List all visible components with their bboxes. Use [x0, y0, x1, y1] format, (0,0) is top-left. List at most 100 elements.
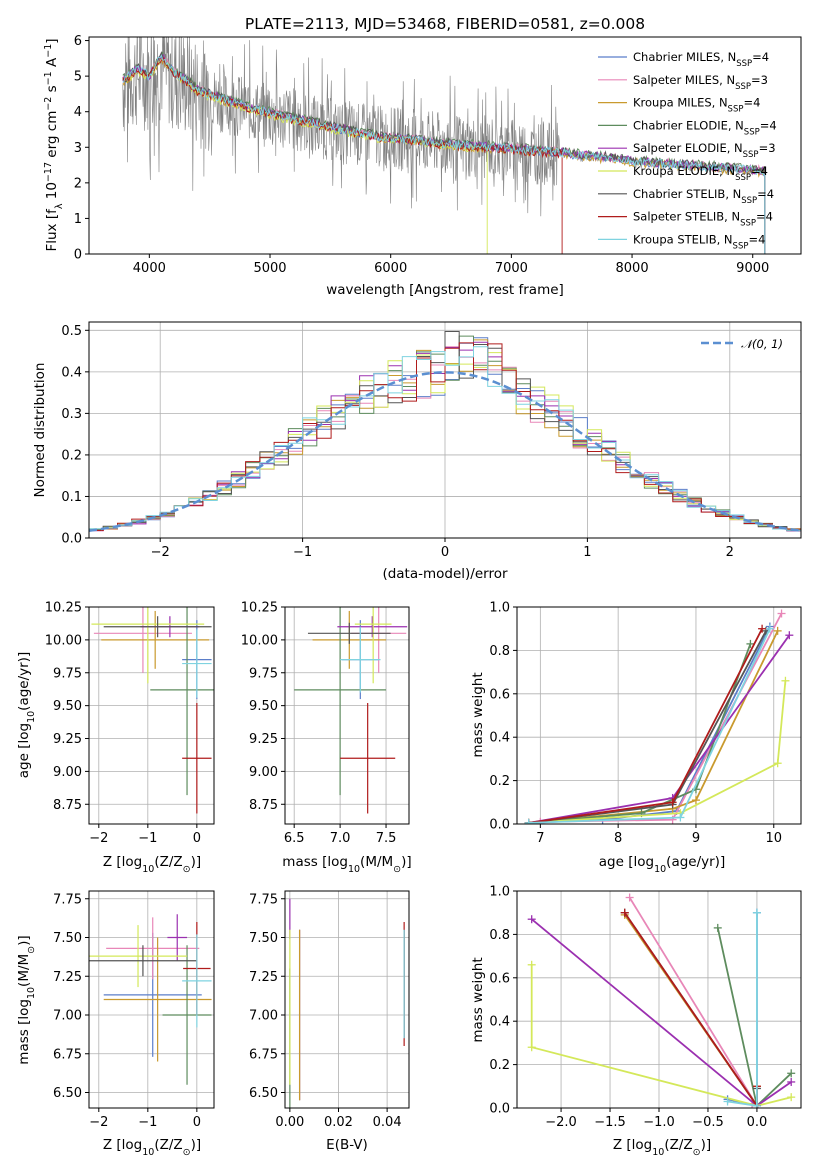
marker: [752, 908, 761, 917]
marker: [524, 818, 533, 824]
error-bar: [337, 616, 408, 638]
normal-curve: [89, 371, 801, 532]
x-tick-label: 9: [692, 831, 700, 846]
marker: [625, 893, 634, 902]
y-tick-label: 7.50: [249, 931, 278, 946]
y-tick-label: 9.50: [249, 699, 278, 714]
x-tick-label: 6.5: [284, 831, 305, 846]
error-bar: [150, 607, 214, 796]
x-tick-label: 0.02: [324, 1115, 353, 1130]
axes-frame: [516, 606, 802, 825]
legend-label: Chabrier STELIB, NSSP=4: [633, 187, 774, 206]
marker: [787, 1077, 796, 1086]
y-tick-label: 0.0: [489, 1102, 510, 1117]
marker: [723, 1097, 732, 1106]
marker: [787, 1069, 796, 1078]
panel-spectrum: 4000 5000 6000 7000 8000 9000 0 1 2 3 4 5 6: [74, 34, 802, 276]
y-tick-label: 2: [74, 176, 82, 191]
error-bar: [162, 945, 212, 1085]
plot-area: [91, 607, 214, 814]
axes-frame: [284, 606, 410, 825]
panel-mass-vs-z: −2 −1 0 6.50 6.75 7.00 7.25 7.50 7.75: [53, 890, 215, 1130]
x-tick-label: 0: [193, 831, 201, 846]
y-tick-label: 0.2: [489, 1058, 510, 1073]
error-bar: [340, 626, 381, 693]
legend-label: Salpeter ELODIE, NSSP=3: [633, 141, 776, 160]
marker: [781, 676, 790, 685]
x-tick-label: 5000: [253, 261, 286, 276]
x-tick-label: −0.5: [692, 1115, 724, 1130]
error-bar: [307, 622, 391, 644]
marker: [777, 609, 786, 618]
legend-label: 𝒩(0, 1): [741, 337, 783, 351]
x-tick-label: −1.5: [594, 1115, 626, 1130]
weight-line: [528, 634, 791, 824]
y-tick-label: 7.00: [53, 1009, 82, 1024]
x-tick-label: 8: [614, 831, 622, 846]
y-tick-label: 7.25: [249, 970, 278, 985]
weight-line: [528, 626, 771, 824]
y-tick-label: 6.50: [249, 1086, 278, 1101]
x-axis-label: mass [log10(M/M⊙)]: [282, 854, 411, 875]
error-bar: [340, 703, 396, 814]
error-bar: [106, 917, 200, 980]
error-bar: [91, 607, 205, 684]
x-tick-label: −2.0: [545, 1115, 577, 1130]
chart-title: PLATE=2113, MJD=53468, FIBERID=0581, z=0…: [245, 15, 645, 33]
error-bar: [354, 607, 392, 684]
weight-line: [727, 912, 758, 1107]
marker: [527, 915, 536, 924]
x-tick-label: −1: [293, 545, 312, 560]
plot-area: [289, 898, 405, 1108]
marker: [773, 626, 782, 635]
error-bar: [182, 934, 212, 1028]
y-tick-label: 0.1: [61, 490, 82, 505]
panel-weight-vs-z: −2.0 −1.5 −1.0 −0.5 0.0 0.0 0.2 0.4 0.6 0.8 1.0: [489, 885, 802, 1130]
weight-line: [528, 680, 787, 824]
legend: Chabrier MILES, NSSP=4 Salpeter MILES, NS…: [598, 50, 777, 251]
weight-line: [530, 964, 792, 1107]
marker: [746, 639, 755, 648]
legend-label: Salpeter STELIB, NSSP=4: [633, 210, 773, 229]
y-tick-label: 6.50: [53, 1086, 82, 1101]
error-bar: [103, 616, 212, 638]
plot-area: [524, 609, 794, 824]
y-tick-label: 3: [74, 141, 82, 156]
marker: [758, 624, 767, 633]
y-tick-label: 7.75: [249, 892, 278, 907]
y-tick-label: 9.00: [249, 765, 278, 780]
error-bar: [93, 607, 192, 673]
y-tick-label: 10.00: [241, 633, 278, 648]
x-tick-label: 9000: [736, 261, 769, 276]
y-axis-label: Flux [fλ 10−17 erg cm−2 s−1 A−1]: [43, 38, 65, 251]
error-bar: [89, 925, 188, 988]
y-tick-label: 9.50: [53, 699, 82, 714]
x-tick-label: −2: [89, 831, 108, 846]
weight-line: [531, 918, 792, 1107]
panel-residuals: −2 −1 0 1 2 0.0 0.1 0.2 0.3 0.4 0.5: [61, 321, 802, 560]
weight-line: [528, 643, 752, 824]
y-tick-label: 0.4: [61, 365, 82, 380]
legend-label: Chabrier ELODIE, NSSP=4: [633, 118, 777, 137]
panel-age-vs-mass: 6.5 7.0 7.5 8.75 9.00 9.25 9.50 9.75 10.00 10.25: [241, 601, 410, 846]
y-tick-label: 9.75: [53, 666, 82, 681]
x-tick-label: 0: [193, 1115, 201, 1130]
panel-weight-vs-age: 7 8 9 10 0.0 0.2 0.4 0.6 0.8 1.0: [489, 601, 802, 846]
panel-mass-vs-ebv: 0.00 0.02 0.04 6.50 6.75 7.00 7.25 7.50 7.75: [249, 890, 410, 1130]
x-tick-label: −1: [138, 831, 157, 846]
y-tick-label: 0.2: [489, 774, 510, 789]
x-tick-label: 4000: [133, 261, 166, 276]
x-axis-label: age [log10(age/yr)]: [599, 854, 725, 875]
y-axis-label: mass weight: [470, 957, 486, 1042]
axes-frame: [88, 606, 215, 825]
y-tick-label: 7.00: [249, 1009, 278, 1024]
y-tick-label: 6.75: [53, 1047, 82, 1062]
y-tick-label: 0.6: [489, 687, 510, 702]
x-tick-label: 6000: [374, 261, 407, 276]
marker: [620, 908, 629, 917]
error-bar: [294, 607, 387, 796]
y-tick-label: 9.25: [249, 732, 278, 747]
y-tick-label: 7.50: [53, 931, 82, 946]
y-tick-label: 5: [74, 70, 82, 85]
